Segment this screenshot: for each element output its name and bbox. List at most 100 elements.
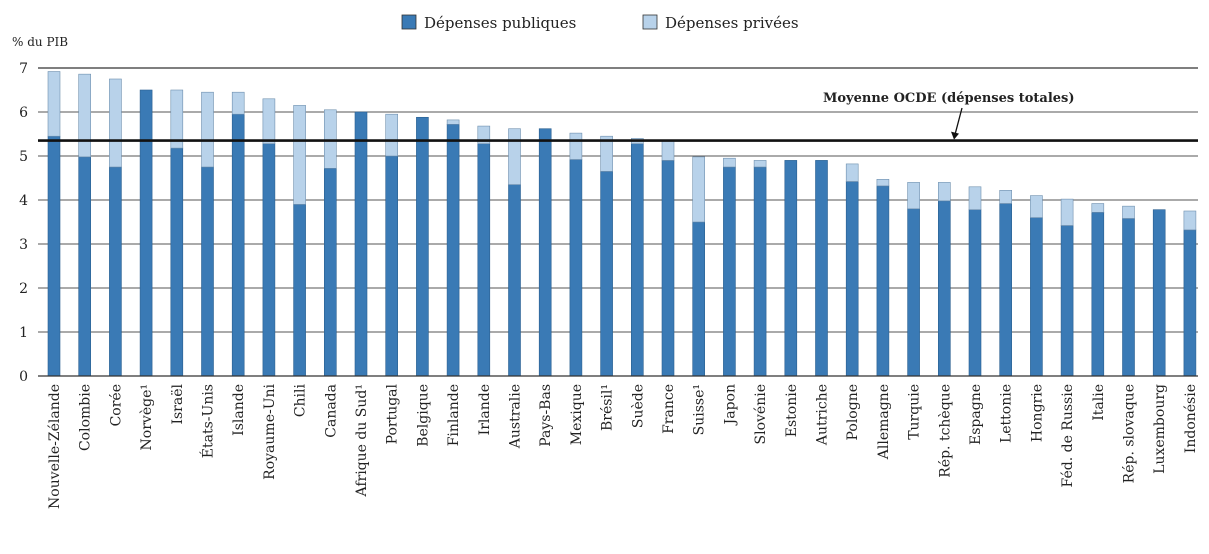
bar-private — [293, 105, 306, 205]
bar-private — [385, 113, 399, 157]
y-axis-title: % du PIB — [12, 35, 68, 49]
x-tick-label: Afrique du Sud¹ — [354, 384, 370, 498]
bar-public — [753, 166, 767, 377]
x-tick-label: Belgique — [415, 384, 431, 447]
bar-public — [78, 156, 91, 377]
bar-public — [723, 166, 736, 377]
y-tick-label: 5 — [19, 149, 28, 165]
y-tick-label: 2 — [19, 281, 28, 297]
bar-private — [323, 109, 337, 169]
bar-private — [47, 71, 61, 137]
x-tick-label: Hongrie — [1029, 384, 1045, 442]
bar-private — [508, 128, 521, 185]
bar-private — [201, 91, 214, 168]
x-tick-label: Suisse¹ — [692, 384, 708, 435]
bar-public — [1152, 209, 1166, 377]
legend-swatch-public — [401, 14, 417, 30]
x-tick-label: France — [661, 384, 677, 434]
x-tick-label: Estonie — [784, 384, 800, 437]
bar-public — [323, 168, 337, 377]
bar-private — [692, 156, 706, 223]
y-tick-label: 3 — [19, 237, 28, 253]
bar-public — [446, 124, 460, 377]
bar-public — [508, 184, 521, 377]
bar-public — [1122, 218, 1135, 377]
bar-public — [354, 111, 368, 377]
bar-public — [630, 143, 644, 377]
bar-private — [78, 73, 91, 158]
bar-public — [139, 89, 153, 377]
x-tick-label: Autriche — [815, 384, 831, 446]
legend-label-public: Dépenses publiques — [424, 14, 576, 32]
bar-public — [569, 159, 583, 377]
bar-public — [1030, 217, 1043, 377]
bar-public — [538, 128, 552, 377]
x-axis-labels: Nouvelle-Zélande Colombie Corée Norvège¹ Isr… — [47, 383, 1199, 508]
y-tick-label: 0 — [19, 369, 28, 385]
x-tick-label: Japon — [722, 384, 738, 426]
bar-private — [109, 78, 122, 168]
bar-public — [262, 143, 276, 377]
oecd-average-arrowhead — [951, 131, 959, 140]
x-tick-label: États-Unis — [199, 384, 217, 458]
x-tick-label: Allemagne — [876, 384, 892, 460]
bar-public — [692, 221, 706, 377]
bar-public — [999, 203, 1013, 377]
x-tick-label: Chili — [293, 383, 309, 417]
bar-private — [907, 182, 920, 210]
bar-private — [600, 135, 613, 172]
legend-swatch-private — [642, 14, 658, 30]
bar-private — [170, 89, 184, 149]
bar-private — [1183, 210, 1197, 231]
bar-public — [293, 204, 306, 377]
bar-public — [937, 200, 951, 377]
bar-public — [201, 166, 214, 377]
x-tick-label: Royaume-Uni — [262, 383, 278, 479]
bar-public — [661, 160, 675, 377]
bar-private — [1091, 203, 1105, 213]
bar-private — [1060, 198, 1074, 226]
x-tick-label: Turquie — [907, 384, 923, 440]
x-tick-label: Brésil¹ — [600, 384, 616, 431]
bar-public — [876, 185, 890, 377]
x-tick-label: Portugal — [385, 383, 401, 444]
oecd-average: Moyenne OCDE (dépenses totales) — [38, 91, 1198, 142]
bar-private — [1030, 195, 1043, 218]
bar-public — [1091, 212, 1105, 377]
y-axis-ticks: 0 1 2 3 4 5 6 7 — [19, 61, 28, 385]
y-tick-label: 4 — [19, 193, 28, 209]
x-tick-label: Irlande — [477, 384, 493, 435]
x-tick-label: Rép. tchèque — [937, 384, 953, 478]
x-tick-label: Finlande — [446, 384, 462, 446]
x-tick-label: Colombie — [78, 384, 94, 451]
x-tick-label: Australie — [508, 384, 524, 449]
x-tick-label: Rép. slovaque — [1122, 384, 1138, 483]
bar-private — [876, 179, 890, 187]
bar-public — [1183, 229, 1197, 377]
bar-public — [815, 160, 828, 377]
x-tick-label: Féd. de Russie — [1060, 384, 1076, 487]
y-tick-label: 1 — [19, 325, 28, 341]
x-tick-label: Espagne — [968, 384, 984, 445]
bar-private — [446, 119, 460, 125]
x-tick-label: Pologne — [845, 384, 861, 440]
y-tick-label: 7 — [19, 61, 28, 77]
bar-public — [968, 209, 982, 377]
x-tick-label: Canada — [323, 384, 339, 438]
bar-private — [968, 186, 982, 210]
x-tick-label: Mexique — [569, 384, 585, 445]
x-tick-label: Pays-Bas — [538, 384, 554, 447]
bar-public — [416, 116, 429, 377]
gridlines — [38, 67, 1198, 333]
bar-private — [1122, 205, 1135, 219]
bar-public — [1060, 225, 1074, 377]
bar-private — [753, 160, 767, 168]
x-tick-label: Indonésie — [1183, 384, 1199, 453]
x-tick-label: Corée — [108, 384, 124, 426]
x-tick-label: Islande — [231, 384, 247, 436]
x-tick-label: Luxembourg — [1152, 384, 1168, 474]
bar-private — [723, 157, 736, 168]
bars — [47, 71, 1197, 377]
bar-public — [170, 147, 184, 377]
